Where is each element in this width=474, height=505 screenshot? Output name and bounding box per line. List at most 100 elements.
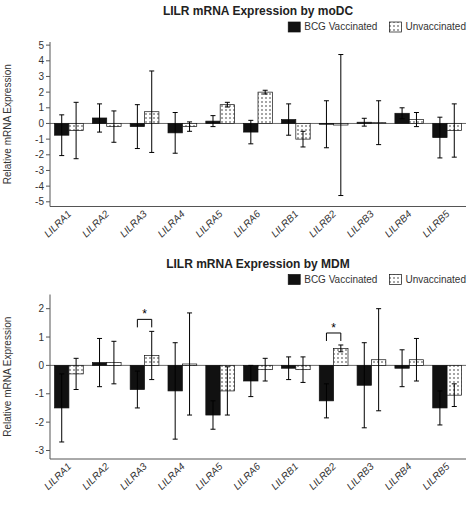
- legend-swatch: [288, 22, 300, 32]
- y-tick-label: 2: [38, 87, 44, 98]
- x-tick-label: LILRA6: [231, 208, 263, 240]
- y-tick-label: 0: [38, 360, 44, 371]
- error-bar: [59, 115, 64, 156]
- error-bar: [301, 357, 306, 383]
- error-bar: [74, 358, 79, 389]
- error-bar: [225, 102, 230, 107]
- error-bar: [338, 55, 343, 196]
- x-tick-label: LILRA2: [80, 208, 112, 240]
- legend-label: BCG Vaccinated: [304, 21, 377, 32]
- y-tick: [46, 393, 50, 394]
- error-bar: [173, 343, 178, 439]
- y-tick: [46, 76, 50, 77]
- error-bar: [97, 104, 102, 132]
- x-tick-label: LILRA6: [231, 460, 263, 492]
- error-bar: [362, 118, 367, 126]
- significance-star: *: [331, 321, 336, 335]
- x-tick-label: LILRB3: [345, 460, 377, 492]
- x-tick-label: LILRA5: [193, 208, 225, 240]
- legend-label: Unvaccinated: [405, 274, 466, 285]
- chart-root: LILR mRNA Expression by moDC Relative mRN…: [0, 0, 474, 505]
- y-tick: [46, 450, 50, 451]
- y-tick-label: 2: [38, 303, 44, 314]
- y-tick-label: -4: [35, 181, 44, 192]
- y-tick: [46, 123, 50, 124]
- x-tick-label: LILRA1: [42, 208, 73, 239]
- y-tick-label: -3: [35, 445, 44, 456]
- x-tick-label: LILRA3: [118, 460, 150, 492]
- x-tick-label: LILRB3: [345, 208, 377, 240]
- y-tick: [46, 170, 50, 171]
- y-tick-label: 1: [38, 102, 44, 113]
- legend-label: Unvaccinated: [405, 21, 466, 32]
- y-tick-label: -3: [35, 165, 44, 176]
- error-bar: [59, 374, 64, 442]
- error-bar: [210, 116, 215, 127]
- panel: LILR mRNA Expression by MDM Relative mRNA…: [2, 257, 466, 493]
- error-bar: [376, 101, 381, 145]
- title: LILR mRNA Expression by moDC: [163, 4, 354, 18]
- panel: LILR mRNA Expression by moDC Relative mRN…: [2, 4, 466, 240]
- y-tick: [46, 139, 50, 140]
- error-bar: [263, 358, 268, 381]
- y-tick-label: 0: [38, 118, 44, 129]
- x-tick-label: LILRA5: [193, 460, 225, 492]
- y-axis-label: Relative mRNA Expression: [2, 64, 13, 184]
- y-tick-label: 4: [38, 55, 44, 66]
- legend-swatch: [389, 275, 401, 285]
- x-axis-line: [50, 459, 466, 460]
- y-tick: [46, 308, 50, 309]
- error-bar: [437, 117, 442, 158]
- error-bar: [437, 391, 442, 425]
- error-bar: [338, 345, 343, 352]
- y-tick: [46, 107, 50, 108]
- error-bar: [135, 105, 140, 149]
- x-tick-label: LILRB2: [307, 208, 339, 240]
- x-tick-label: LILRB1: [269, 208, 300, 239]
- error-bar: [286, 357, 291, 380]
- error-bar: [324, 101, 329, 148]
- y-tick: [46, 422, 50, 423]
- marks: [50, 309, 466, 442]
- y-tick: [46, 337, 50, 338]
- x-tick-label: LILRA2: [80, 460, 112, 492]
- error-bar: [111, 111, 116, 142]
- x-tick-label: LILRB5: [420, 208, 452, 240]
- error-bar: [111, 341, 116, 384]
- y-tick-label: -5: [35, 196, 44, 207]
- x-tick-label: LILRB4: [382, 460, 414, 492]
- y-axis-line: [50, 295, 51, 460]
- error-bar: [400, 350, 405, 387]
- legend-label: BCG Vaccinated: [304, 274, 377, 285]
- x-tick-label: LILRB4: [382, 208, 414, 240]
- y-tick-label: -2: [35, 149, 44, 160]
- y-axis-label: Relative mRNA Expression: [2, 317, 13, 437]
- error-bar: [414, 113, 419, 127]
- error-bar: [248, 365, 253, 396]
- x-tick-label: LILRA4: [155, 208, 187, 240]
- error-bar: [286, 104, 291, 135]
- legend-swatch: [389, 22, 401, 32]
- y-tick: [46, 186, 50, 187]
- y-tick-label: 5: [38, 40, 44, 51]
- error-bar: [225, 367, 230, 415]
- x-tick-label: LILRA4: [155, 460, 187, 492]
- x-axis-line: [50, 206, 466, 207]
- marks: [50, 55, 466, 196]
- error-bar: [210, 401, 215, 429]
- error-bar: [301, 131, 306, 147]
- y-tick: [46, 154, 50, 155]
- error-bar: [263, 90, 268, 94]
- error-bar: [248, 120, 253, 143]
- error-bar: [97, 338, 102, 386]
- error-bar: [362, 343, 367, 428]
- significance-star: *: [142, 307, 147, 321]
- y-axis-line: [50, 42, 51, 207]
- title: LILR mRNA Expression by MDM: [166, 257, 350, 271]
- y-tick-label: -1: [35, 134, 44, 145]
- y-tick-label: 3: [38, 71, 44, 82]
- error-bar: [149, 71, 154, 152]
- y-tick-label: 1: [38, 332, 44, 343]
- error-bar: [74, 102, 79, 158]
- error-bar: [135, 371, 140, 408]
